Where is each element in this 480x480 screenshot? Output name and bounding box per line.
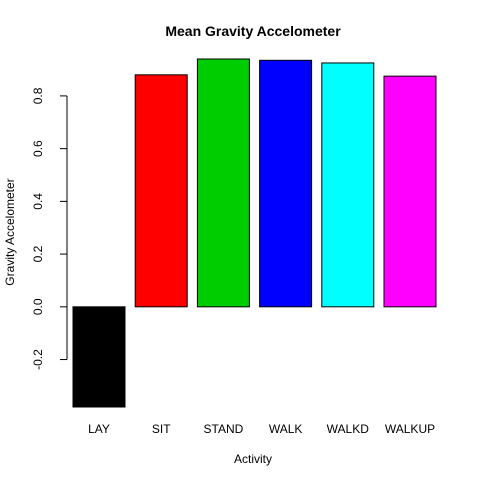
y-tick-label: 0.4 bbox=[31, 193, 45, 210]
bar-walkd bbox=[321, 62, 375, 308]
x-tick-label: WALK bbox=[269, 422, 303, 436]
x-axis-label: Activity bbox=[234, 452, 272, 466]
y-tick-label: 0.8 bbox=[31, 87, 45, 104]
x-tick-labels: LAY SIT STAND WALK WALKD WALKUP bbox=[88, 422, 435, 436]
bar-lay bbox=[72, 306, 126, 408]
y-axis-label: Gravity Accelometer bbox=[3, 178, 17, 285]
y-tick-label: 0.6 bbox=[31, 140, 45, 157]
y-ticks: -0.2 0.0 0.2 0.4 0.6 0.8 bbox=[31, 87, 67, 370]
y-axis: -0.2 0.0 0.2 0.4 0.6 0.8 bbox=[31, 87, 68, 370]
bar-walkup bbox=[383, 75, 437, 308]
bar-walk bbox=[259, 59, 313, 308]
x-tick-label: WALKD bbox=[327, 422, 370, 436]
x-tick-label: WALKUP bbox=[385, 422, 435, 436]
y-tick-label: -0.2 bbox=[31, 349, 45, 370]
x-tick-label: STAND bbox=[204, 422, 244, 436]
chart-title: Mean Gravity Accelometer bbox=[165, 23, 341, 39]
bar-stand bbox=[196, 58, 250, 308]
y-tick-label: 0.2 bbox=[31, 245, 45, 262]
bar-sit bbox=[134, 74, 188, 308]
x-tick-label: SIT bbox=[152, 422, 171, 436]
bars bbox=[72, 58, 437, 408]
y-tick-label: 0.0 bbox=[31, 298, 45, 315]
x-tick-label: LAY bbox=[88, 422, 110, 436]
